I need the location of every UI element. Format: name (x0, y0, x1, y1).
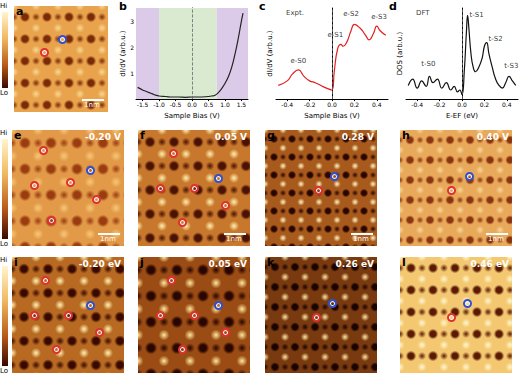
svg-text:-0.2: -0.2 (434, 101, 446, 108)
html-text:0.28 V: 0.28 V (341, 132, 374, 142)
svg-text:2: 2 (130, 44, 134, 51)
svg-text:e-S0: e-S0 (291, 57, 307, 65)
html-text:0.05 eV: 0.05 eV (208, 259, 247, 269)
svg-text:e-S3: e-S3 (371, 13, 387, 21)
html-text:Hi: Hi (0, 129, 8, 137)
html-text:1nm: 1nm (353, 235, 369, 243)
html-text:e: e (14, 129, 22, 142)
svg-text:0.4: 0.4 (502, 101, 512, 108)
html-text:Hi: Hi (0, 2, 8, 10)
svg-text:0.2: 0.2 (350, 101, 360, 108)
html-text:0.46 eV: 0.46 eV (470, 259, 509, 269)
svg-text:-1.0: -1.0 (153, 101, 165, 108)
svg-text:1: 1 (130, 70, 134, 77)
svg-text:E-EF (eV): E-EF (eV) (446, 112, 478, 120)
svg-text:t-S1: t-S1 (469, 11, 483, 19)
svg-text:DOS (arb.u.): DOS (arb.u.) (396, 32, 404, 76)
html-text:h: h (402, 129, 410, 142)
html-text:l: l (402, 256, 406, 269)
svg-text:-0.4: -0.4 (411, 101, 423, 108)
svg-text:Expt.: Expt. (286, 9, 304, 17)
html-text:g: g (267, 129, 275, 142)
html-text:Hi: Hi (0, 256, 8, 264)
html-text:0.05 V: 0.05 V (214, 132, 247, 142)
svg-text:-1.5: -1.5 (137, 101, 149, 108)
svg-text:t-S2: t-S2 (489, 35, 503, 43)
html-text:1nm: 1nm (84, 101, 100, 109)
svg-text:dI/dV (arb.u.): dI/dV (arb.u.) (266, 30, 274, 77)
html-text:0.40 V: 0.40 V (476, 132, 509, 142)
svg-text:3: 3 (130, 18, 134, 25)
svg-text:t-S3: t-S3 (504, 62, 518, 70)
svg-text:t-S0: t-S0 (421, 60, 435, 68)
svg-text:0.0: 0.0 (457, 101, 467, 108)
svg-text:c: c (259, 0, 266, 13)
svg-text:-0.5: -0.5 (170, 101, 182, 108)
html-text:Lo: Lo (0, 240, 9, 248)
svg-text:0.0: 0.0 (187, 101, 197, 108)
html-text:i: i (14, 256, 18, 269)
html-text:0.26 eV: 0.26 eV (335, 259, 374, 269)
html-text:f: f (140, 129, 145, 142)
html-text:-0.20 V: -0.20 V (85, 132, 121, 142)
svg-text:DFT: DFT (416, 9, 430, 17)
svg-text:0.0: 0.0 (327, 101, 337, 108)
html-text:j: j (140, 256, 144, 269)
html-text:1nm: 1nm (226, 235, 242, 243)
svg-text:1.0: 1.0 (220, 101, 230, 108)
svg-text:Sample Bias (V): Sample Bias (V) (164, 112, 220, 120)
html-text:Lo: Lo (0, 89, 9, 97)
html-text:1nm: 1nm (488, 235, 504, 243)
svg-text:Sample Bias (V): Sample Bias (V) (304, 112, 360, 120)
html-text:Lo: Lo (0, 367, 9, 375)
html-text:k: k (267, 256, 275, 269)
svg-text:b: b (119, 0, 127, 13)
html-text:a: a (16, 5, 24, 18)
svg-text:dI/dV (arb.u.): dI/dV (arb.u.) (119, 30, 127, 77)
svg-text:0.4: 0.4 (372, 101, 382, 108)
html-text:-0.20 eV: -0.20 eV (78, 259, 121, 269)
html-text:1nm: 1nm (100, 235, 116, 243)
svg-text:d: d (389, 0, 397, 13)
svg-text:e-S2: e-S2 (343, 10, 359, 18)
svg-text:-0.4: -0.4 (281, 101, 293, 108)
svg-text:-0.2: -0.2 (304, 101, 316, 108)
svg-text:0.5: 0.5 (204, 101, 214, 108)
svg-text:1.5: 1.5 (237, 101, 247, 108)
svg-text:e-S1: e-S1 (327, 31, 343, 39)
svg-text:0.2: 0.2 (480, 101, 490, 108)
